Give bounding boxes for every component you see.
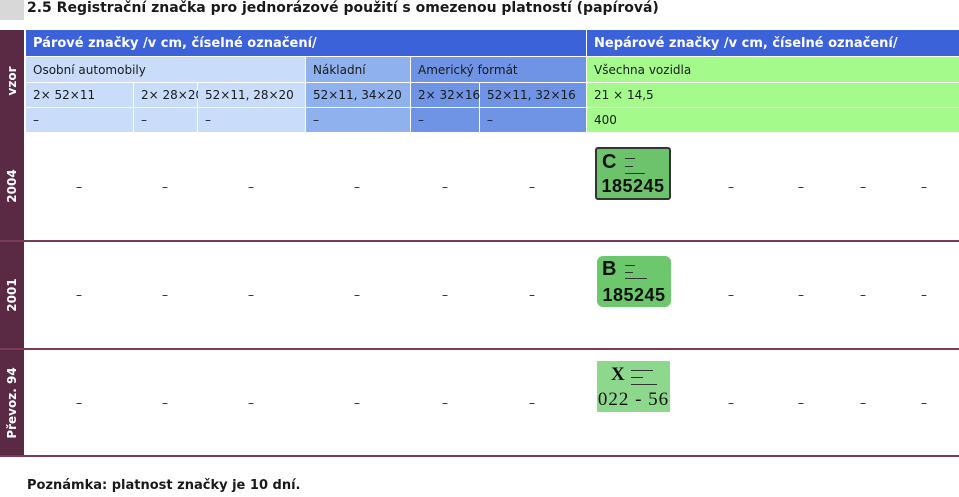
side-label-text: 2004 — [5, 169, 19, 203]
size-cell: 2× 52×11 — [26, 83, 133, 107]
plate-fine-print — [625, 265, 635, 266]
empty-value: – — [529, 288, 535, 302]
plate-sample-2001: B 185245 — [597, 256, 671, 307]
validity-note: Poznámka: platnost značky je 10 dní. — [27, 478, 301, 493]
empty-value: – — [529, 180, 535, 194]
side-label-2004: 2004 — [0, 132, 24, 240]
empty-value: – — [529, 396, 535, 410]
side-label-prevoz: Převoz. 94 — [0, 350, 24, 456]
empty-value: – — [248, 288, 254, 302]
side-label-vzor: vzor — [0, 30, 24, 132]
empty-value: – — [921, 396, 927, 410]
empty-value: – — [798, 180, 804, 194]
plate-fine-print — [625, 173, 645, 174]
plate-fine-print — [625, 166, 633, 167]
code-cell: – — [134, 108, 197, 132]
code-cell: – — [411, 108, 479, 132]
empty-value: – — [798, 288, 804, 302]
empty-value: – — [162, 288, 168, 302]
empty-value: – — [921, 288, 927, 302]
header-nakladni: Nákladní — [306, 57, 410, 82]
empty-value: – — [728, 180, 734, 194]
code-cell: – — [480, 108, 586, 132]
page-title: 2.5 Registrační značka pro jednorázové p… — [27, 0, 659, 16]
empty-value: – — [442, 288, 448, 302]
plate-letter: C — [602, 151, 617, 173]
empty-value: – — [248, 180, 254, 194]
plate-sample-prevoz: X 022 - 56 — [597, 361, 670, 412]
empty-value: – — [442, 396, 448, 410]
empty-value: – — [442, 180, 448, 194]
size-cell: 52×11, 34×20 — [306, 83, 410, 107]
empty-value: – — [248, 396, 254, 410]
plate-fine-print — [631, 384, 657, 385]
plate-sample-2004: C 185245 — [595, 147, 671, 200]
header-paired: Párové značky /v cm, číselné označení/ — [26, 30, 586, 56]
plate-fine-print — [625, 278, 647, 279]
empty-value: – — [76, 180, 82, 194]
empty-value: – — [76, 396, 82, 410]
empty-value: – — [354, 180, 360, 194]
empty-value: – — [921, 180, 927, 194]
row-separator — [0, 240, 959, 242]
size-cell: 2× 32×16 — [411, 83, 480, 107]
plate-fine-print — [631, 377, 643, 378]
plate-letter: X — [611, 364, 625, 385]
header-unpaired: Nepárové značky /v cm, číselné označení/ — [587, 30, 959, 56]
code-cell: – — [198, 108, 305, 132]
row-separator — [0, 455, 959, 457]
code-cell: – — [26, 108, 133, 132]
header-vsechna: Všechna vozidla — [587, 57, 959, 82]
empty-value: – — [798, 396, 804, 410]
size-cell: 52×11, 28×20 — [198, 83, 305, 107]
size-cell: 52×11, 32×16 — [480, 83, 586, 107]
empty-value: – — [728, 396, 734, 410]
header-osobni: Osobní automobily — [26, 57, 305, 82]
side-label-text: vzor — [5, 66, 19, 96]
size-cell: 2× 28×20 — [134, 83, 203, 107]
size-cell: 21 × 14,5 — [587, 83, 959, 107]
empty-value: – — [728, 288, 734, 302]
plate-number: 185245 — [601, 176, 665, 196]
plate-number: 185245 — [602, 285, 666, 305]
side-label-text: 2001 — [5, 278, 19, 312]
empty-value: – — [860, 180, 866, 194]
header-americky: Americký formát — [411, 57, 586, 82]
plate-letter: B — [602, 258, 617, 280]
plate-fine-print — [625, 272, 633, 273]
empty-value: – — [354, 396, 360, 410]
empty-value: – — [76, 288, 82, 302]
plate-fine-print — [631, 370, 653, 371]
empty-value: – — [860, 288, 866, 302]
empty-value: – — [354, 288, 360, 302]
empty-value: – — [162, 396, 168, 410]
plate-fine-print — [625, 158, 635, 159]
empty-value: – — [860, 396, 866, 410]
corner-block — [0, 0, 24, 20]
code-cell: 400 — [587, 108, 959, 132]
row-separator — [0, 348, 959, 350]
code-cell: – — [306, 108, 410, 132]
empty-value: – — [162, 180, 168, 194]
side-label-text: Převoz. 94 — [5, 367, 19, 439]
plate-number: 022 - 56 — [597, 389, 670, 410]
side-label-2001: 2001 — [0, 242, 24, 348]
